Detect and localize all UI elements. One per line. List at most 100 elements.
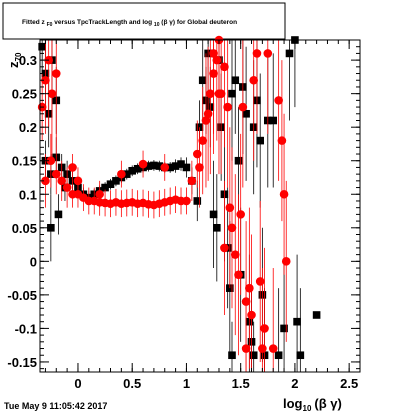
series-2 xyxy=(37,35,291,372)
data-point xyxy=(223,102,232,112)
data-point xyxy=(144,162,153,170)
y-tick-label: 0 xyxy=(30,254,37,269)
data-point xyxy=(214,89,224,98)
y-tick-label: 0.3 xyxy=(19,53,37,68)
data-point xyxy=(73,176,83,186)
x-tick-label: 1 xyxy=(183,376,190,391)
data-point xyxy=(249,351,258,360)
data-point xyxy=(220,62,229,72)
data-point xyxy=(62,183,72,192)
data-point xyxy=(51,169,61,179)
x-tick-label: 0.5 xyxy=(123,376,141,391)
data-point xyxy=(268,344,278,353)
data-point xyxy=(241,344,251,353)
y-tick-label: -0.1 xyxy=(15,321,37,336)
data-point xyxy=(106,180,115,189)
data-point xyxy=(209,49,218,58)
data-point xyxy=(225,203,235,212)
data-point xyxy=(182,163,191,172)
data-point xyxy=(234,156,243,165)
data-point xyxy=(220,243,229,253)
data-point xyxy=(171,162,180,170)
data-point xyxy=(274,96,283,105)
data-point xyxy=(95,189,104,199)
x-tick-label: 2 xyxy=(291,376,298,391)
data-point xyxy=(231,76,240,85)
x-tick-label: 2.5 xyxy=(340,376,358,391)
data-point xyxy=(234,270,243,280)
data-point xyxy=(112,177,120,185)
y-tick-label: -0.15 xyxy=(7,355,37,370)
axes: 0 0.5 1 1.5 2 2.5 -0.15 -0.1 -0.05 0 0.05 0.1 0.15 0.… xyxy=(7,40,360,391)
data-point xyxy=(68,163,77,172)
y-tick-label: 0.05 xyxy=(12,221,37,236)
y-tick-label: 0.2 xyxy=(19,120,37,135)
data-point xyxy=(274,351,283,360)
data-point xyxy=(277,136,287,145)
data-point xyxy=(293,317,301,326)
x-tick-label: 0 xyxy=(74,376,81,391)
plot-frame xyxy=(39,39,361,373)
data-point xyxy=(41,75,50,85)
data-point xyxy=(198,136,208,145)
data-point xyxy=(260,324,269,333)
data-point xyxy=(155,162,164,170)
data-point xyxy=(249,75,258,85)
data-point xyxy=(46,156,56,166)
data-point xyxy=(177,160,185,168)
data-point xyxy=(203,109,213,119)
data-point xyxy=(263,49,273,58)
data-point xyxy=(193,197,202,205)
data-point xyxy=(101,183,109,192)
y-tick-label: 0.25 xyxy=(12,87,37,102)
data-point xyxy=(206,89,215,98)
y-tick-label: -0.05 xyxy=(7,288,37,303)
data-point xyxy=(280,324,288,333)
data-point xyxy=(236,210,245,219)
data-point xyxy=(228,89,236,98)
data-point xyxy=(296,351,305,360)
data-point xyxy=(285,49,294,58)
data-point xyxy=(122,170,131,178)
data-point xyxy=(166,163,174,172)
data-point xyxy=(209,210,218,219)
data-point xyxy=(312,311,321,319)
data-point xyxy=(228,351,236,360)
data-point xyxy=(133,164,142,173)
data-point xyxy=(128,166,137,175)
data-point xyxy=(252,49,262,58)
data-point xyxy=(242,109,250,118)
y-tick-label: 0.1 xyxy=(19,187,37,202)
data-point xyxy=(227,223,237,233)
data-point xyxy=(41,176,50,186)
data-point xyxy=(198,76,207,85)
data-point xyxy=(255,277,265,286)
y-tick-label: 0.15 xyxy=(12,154,37,169)
data-point xyxy=(247,310,256,320)
data-point xyxy=(138,159,148,169)
data-point xyxy=(256,136,265,145)
data-point xyxy=(279,189,289,199)
data-point xyxy=(117,169,126,179)
y-axis-label: z70 xyxy=(6,52,23,68)
timestamp: Tue May 9 11:05:42 2017 xyxy=(4,401,107,411)
data-point xyxy=(47,89,57,98)
data-point xyxy=(258,344,267,353)
data-point xyxy=(47,223,55,232)
data-point xyxy=(281,257,291,266)
chart-title: Fitted z F0 versus TpcTrackLength and lo… xyxy=(22,19,237,28)
data-point xyxy=(57,176,66,186)
data-point xyxy=(54,210,63,219)
x-tick-label: 1.5 xyxy=(232,376,250,391)
data-point xyxy=(182,196,191,206)
plot-area xyxy=(37,35,321,372)
data-point xyxy=(160,163,170,172)
data-point xyxy=(230,250,240,259)
data-point xyxy=(51,69,61,78)
data-point xyxy=(238,102,248,112)
data-point xyxy=(187,176,197,186)
x-axis-label: log10 (β γ) xyxy=(283,396,342,413)
title-box xyxy=(2,2,286,40)
data-point xyxy=(213,223,221,232)
